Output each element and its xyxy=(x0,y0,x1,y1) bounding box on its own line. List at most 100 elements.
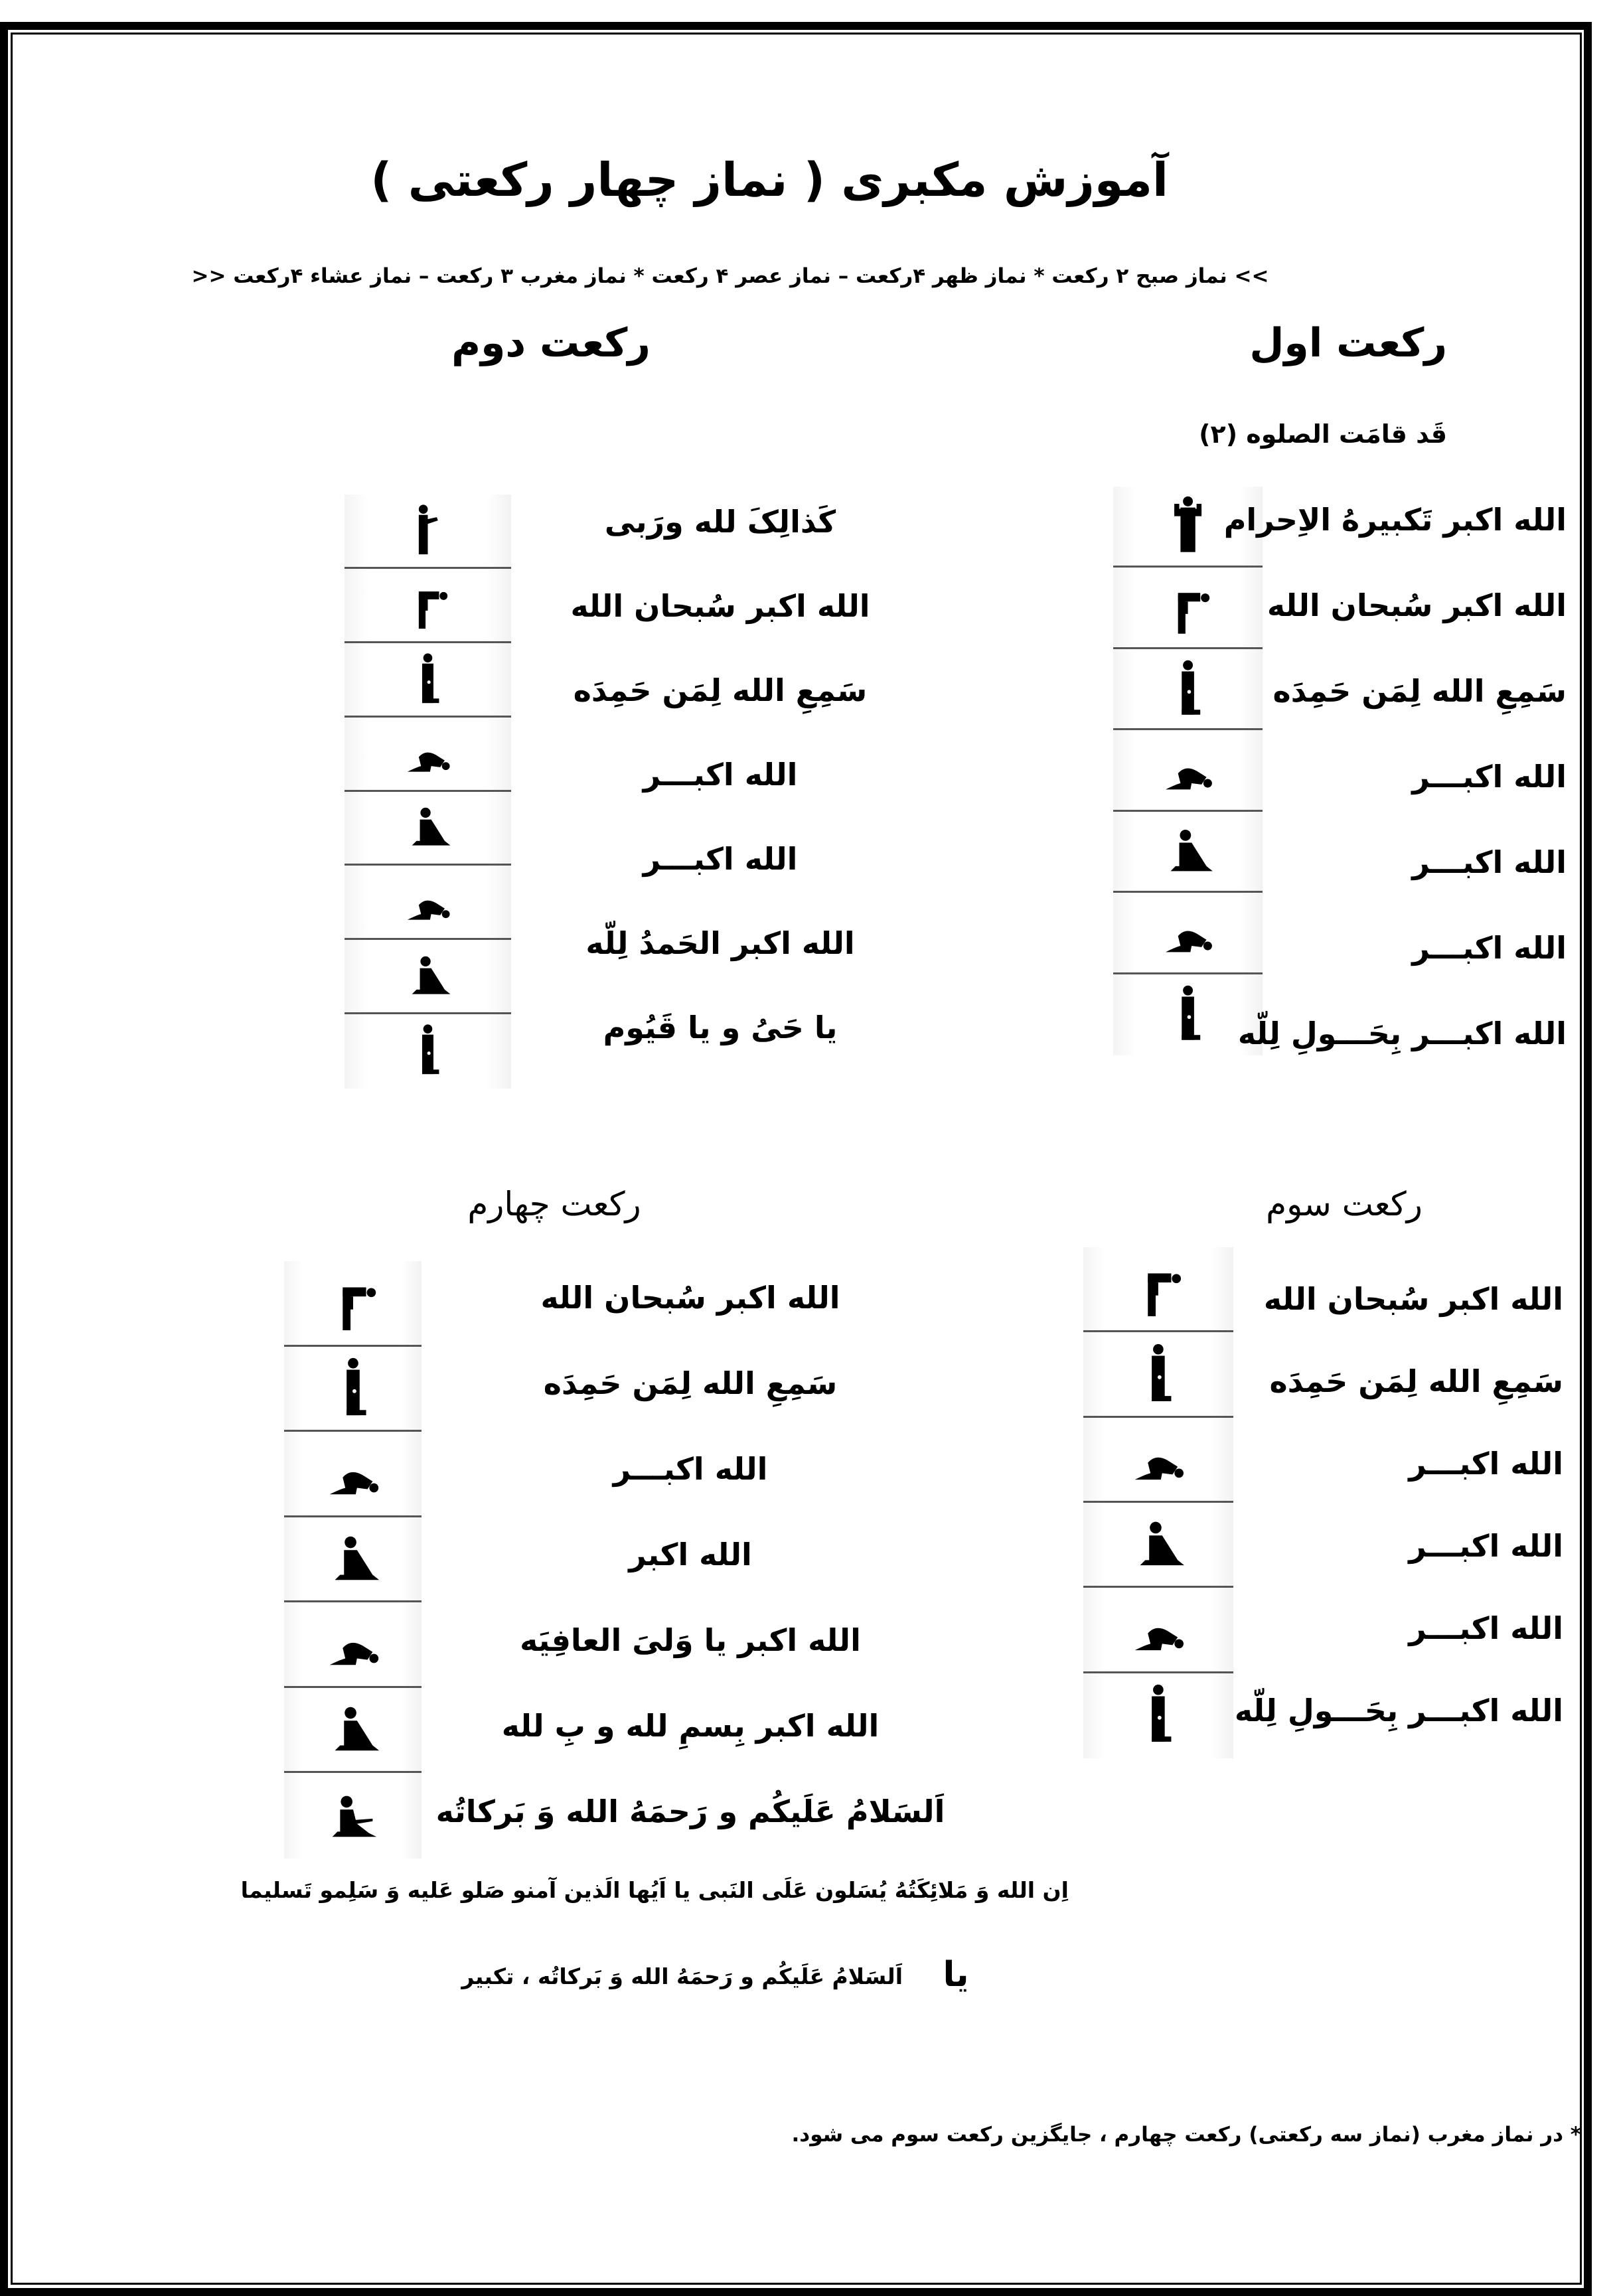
page-border-outer xyxy=(0,22,1592,2296)
recitation-line: الله اکبـــر بِحَـــولِ لِلّه xyxy=(1234,1693,1563,1728)
posture-cell xyxy=(284,1773,422,1857)
page-title: آموزش مکبری ( نماز چهار رکعتی ) xyxy=(370,153,1168,207)
posture-cell xyxy=(345,495,511,569)
recitation-line: الله اکبر تَکبیرهُ الاِحرام xyxy=(1223,501,1567,538)
posture-cell xyxy=(1113,487,1263,568)
sujud-posture-icon xyxy=(1165,931,1212,953)
posture-cell xyxy=(1113,730,1263,812)
sujud-posture-icon xyxy=(407,752,450,772)
posture-cell xyxy=(1083,1673,1233,1756)
posture-cell xyxy=(284,1517,422,1603)
sujud-posture-icon xyxy=(329,1472,378,1495)
posture-cell xyxy=(1083,1247,1233,1333)
posture-cell xyxy=(1083,1332,1233,1418)
posture-cell xyxy=(345,569,511,643)
recitation-line: الله اکبـــر بِحَـــولِ لِلّه xyxy=(1237,1015,1567,1051)
ruku-posture-icon xyxy=(342,1287,376,1330)
posture-cell xyxy=(345,1014,511,1087)
posture-cell xyxy=(1113,893,1263,974)
sujud-posture-icon xyxy=(329,1642,378,1665)
recitation-line: الله اکبر یا وَلیَ العافِیَه xyxy=(520,1622,861,1658)
posture-column-fourth xyxy=(284,1261,422,1859)
julus-posture-icon xyxy=(412,956,451,994)
sujud-posture-icon xyxy=(1165,768,1212,790)
posture-cell xyxy=(1083,1418,1233,1503)
posture-cell xyxy=(284,1432,422,1517)
recitation-line: سَمِعِ الله لِمَن حَمِدَه xyxy=(543,1365,838,1401)
recitation-line: سَمِعِ الله لِمَن حَمِدَه xyxy=(573,672,868,708)
recitation-line: الله اکبـــر xyxy=(1412,758,1567,795)
sujud-posture-icon xyxy=(407,900,450,920)
recitation-line: الله اکبـــر xyxy=(1409,1610,1563,1646)
heading-third-rakat: رکعت سوم xyxy=(1266,1185,1423,1223)
heading-first-rakat: رکعت اول xyxy=(1249,320,1447,366)
ruku-posture-icon xyxy=(418,591,448,629)
sujud-posture-icon xyxy=(1134,1458,1184,1480)
julus-posture-icon xyxy=(412,808,451,846)
footnote-maghrib: * در نماز مغرب (نماز سه رکعتی) رکعت چهار… xyxy=(791,2123,1581,2147)
recitation-line: الله اکبـــر xyxy=(1409,1528,1563,1564)
recitation-line: الله اکبر سُبحان الله xyxy=(540,1279,840,1316)
recitation-line: الله اکبر الحَمدُ لِلّه xyxy=(585,925,855,961)
recitation-line: الله اکبر بِسمِ لله و بِ لله xyxy=(501,1707,880,1744)
final-salam-takbir: اَلسَلامُ عَلَیکُم و رَحمَهُ الله وَ بَر… xyxy=(461,1963,903,1989)
qiyam-posture-icon xyxy=(346,1358,366,1416)
recitation-line: یا حَیُ و یا قَیُوم xyxy=(603,1009,838,1045)
qad-qamat-text: قَد قامَت الصلوه (۲) xyxy=(1199,420,1447,449)
qiyam-posture-icon xyxy=(422,653,439,703)
posture-cell xyxy=(284,1602,422,1688)
ruku-posture-icon xyxy=(1148,1273,1182,1316)
posture-column-second xyxy=(345,495,511,1089)
heading-second-rakat: رکعت دوم xyxy=(451,320,651,366)
posture-cell xyxy=(1113,812,1263,893)
julus-posture-icon xyxy=(335,1707,379,1750)
recitation-line: الله اکبـــر xyxy=(1412,844,1567,880)
recitation-line: الله اکبـــر xyxy=(643,756,798,793)
posture-cell xyxy=(345,718,511,792)
recitation-line: الله اکبر سُبحان الله xyxy=(1267,587,1567,623)
prayer-rakat-summary: >> نماز صبح ۲ رکعت * نماز ظهر ۴رکعت – نم… xyxy=(191,264,1269,288)
posture-cell xyxy=(345,643,511,718)
julus-posture-icon xyxy=(1170,829,1213,872)
posture-cell xyxy=(1113,649,1263,731)
qiyam-posture-icon xyxy=(422,1024,439,1075)
posture-column-third xyxy=(1083,1247,1233,1758)
posture-cell xyxy=(1083,1503,1233,1588)
sujud-posture-icon xyxy=(1134,1628,1184,1651)
qiyam-posture-icon xyxy=(1152,1685,1172,1742)
ruku-posture-icon xyxy=(1178,592,1210,634)
recitation-line: الله اکبـــر xyxy=(1409,1446,1563,1482)
recitation-line: الله اکبر xyxy=(629,1536,752,1572)
posture-cell xyxy=(284,1261,422,1347)
posture-cell xyxy=(1113,568,1263,649)
recitation-line: الله اکبـــر xyxy=(1412,929,1567,966)
salam-posture-icon xyxy=(332,1796,376,1837)
salawat-verse: اِن الله وَ مَلائِکَتُهُ یُسَلون عَلَی ا… xyxy=(240,1877,1069,1903)
posture-cell xyxy=(345,792,511,866)
recitation-line: سَمِعِ الله لِمَن حَمِدَه xyxy=(1269,1363,1563,1399)
heading-fourth-rakat: رکعت چهارم xyxy=(467,1185,641,1223)
recitation-line: کَذالِکَ لله ورَبی xyxy=(604,503,836,540)
posture-cell xyxy=(284,1347,422,1432)
posture-cell xyxy=(284,1688,422,1774)
recitation-line: سَمِعِ الله لِمَن حَمِدَه xyxy=(1272,672,1567,709)
takbir-posture-icon xyxy=(1174,497,1201,552)
posture-cell xyxy=(1113,974,1263,1053)
qiyam-posture-icon xyxy=(1182,660,1201,715)
posture-cell xyxy=(1083,1588,1233,1673)
posture-cell xyxy=(345,866,511,941)
recitation-line: اَلسَلامُ عَلَیکُم و رَحمَهُ الله وَ بَر… xyxy=(435,1793,945,1829)
recitation-line: الله اکبـــر xyxy=(643,840,798,877)
posture-column-first xyxy=(1113,487,1263,1055)
recitation-line: الله اکبر سُبحان الله xyxy=(570,587,870,624)
qunoot-posture-icon xyxy=(418,504,438,555)
posture-cell xyxy=(345,940,511,1015)
julus-posture-icon xyxy=(335,1536,379,1580)
julus-posture-icon xyxy=(1140,1521,1185,1565)
recitation-line: الله اکبر سُبحان الله xyxy=(1263,1281,1563,1317)
qiyam-posture-icon xyxy=(1152,1344,1172,1402)
qiyam-posture-icon xyxy=(1182,985,1201,1040)
recitation-line: الله اکبـــر xyxy=(613,1450,768,1487)
page-border-inner xyxy=(11,33,1582,2285)
ya-text: یا xyxy=(943,1955,969,1995)
